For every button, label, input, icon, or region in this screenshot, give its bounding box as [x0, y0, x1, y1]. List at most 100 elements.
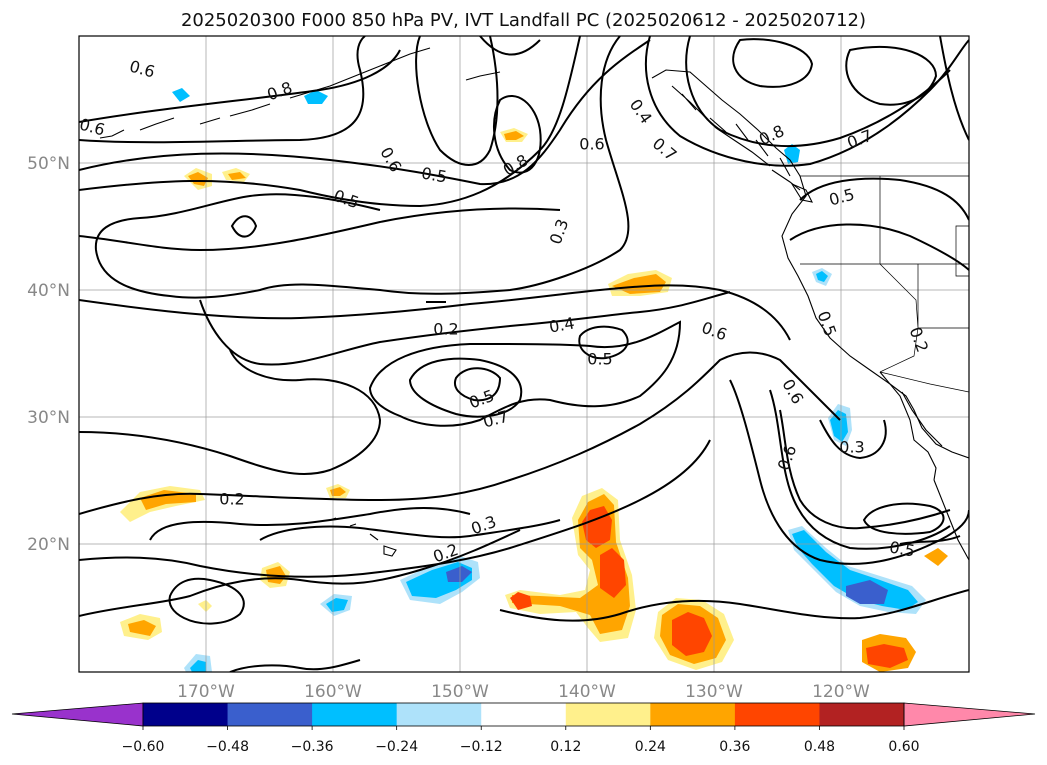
longitude-tick-label: 120°W	[812, 682, 870, 702]
mexico-coastline	[933, 479, 969, 561]
colorbar-tick-label: 0.24	[635, 739, 666, 755]
negative-anomaly-blob	[326, 598, 348, 612]
pv-contour	[408, 357, 523, 418]
contour-value-label: 0.2	[433, 320, 458, 339]
contour-value-label: 0.5	[587, 350, 612, 369]
pv-contour	[415, 36, 499, 166]
gulf-of-california-coastline	[901, 391, 943, 447]
pv-contour	[149, 507, 471, 541]
colorbar-segment	[565, 703, 651, 726]
positive-anomaly-blob	[188, 172, 208, 186]
longitude-tick-label: 130°W	[685, 682, 743, 702]
pv-contour	[899, 535, 961, 545]
latitude-tick-label: 40°N	[27, 281, 70, 301]
colorbar-tick-label: −0.12	[460, 739, 503, 755]
pv-contour	[499, 589, 969, 622]
colorbar-segment	[143, 703, 229, 726]
positive-anomaly-blob	[128, 620, 156, 636]
colorbar-tick-label: −0.24	[375, 739, 418, 755]
positive-anomaly-blob	[330, 487, 346, 496]
pv-contour	[845, 45, 938, 106]
positive-anomaly-blob	[228, 172, 246, 180]
negative-anomaly-blob	[304, 90, 328, 104]
positive-anomaly-blob	[600, 548, 626, 598]
pv-contour	[685, 36, 951, 148]
pv-contour	[79, 529, 521, 617]
contour-value-label: 0.5	[420, 163, 448, 186]
political-borders	[800, 175, 969, 393]
pv-contour	[230, 215, 258, 238]
pv-contour	[229, 659, 361, 672]
pv-contour	[479, 36, 541, 56]
pv-contour	[94, 36, 630, 299]
contour-value-label: 0.3	[839, 438, 864, 457]
pv-contour	[779, 409, 951, 530]
pv-contour	[939, 36, 969, 141]
positive-anomaly-blob	[612, 274, 666, 294]
colorbar-segment	[734, 703, 820, 726]
baja-peninsula-coastline	[879, 371, 937, 481]
north-america-coastline	[651, 69, 969, 459]
pv-contour	[862, 502, 945, 535]
colorbar-tick-label: 0.48	[804, 739, 835, 755]
positive-anomaly-blob	[672, 612, 712, 656]
pv-contour	[578, 325, 629, 360]
colorbar-segment	[819, 703, 905, 726]
pv-contour	[729, 379, 969, 565]
pv-contour	[199, 291, 731, 366]
map-title: 2025020300 F000 850 hPa PV, IVT Landfall…	[180, 10, 867, 31]
pv-contour	[79, 284, 791, 341]
latitude-tick-label: 20°N	[27, 535, 70, 555]
negative-anomaly-blob	[830, 410, 848, 442]
colorbar-extend-low	[11, 702, 144, 727]
colorbar-segment	[481, 703, 567, 726]
contour-value-label: 0.6	[579, 135, 604, 154]
colorbar-segment	[396, 703, 482, 726]
pv-contour	[789, 177, 969, 271]
pv-contour	[454, 367, 502, 402]
negative-anomaly-blob	[846, 580, 888, 604]
longitude-tick-label: 140°W	[558, 682, 616, 702]
pv-contour	[79, 207, 561, 252]
contour-value-label: 0.2	[219, 490, 244, 509]
pv-contour	[79, 439, 711, 578]
positive-anomaly-blob	[510, 592, 532, 610]
pv-contour	[368, 320, 682, 427]
positive-anomaly-blob	[504, 131, 524, 140]
positive-anomaly-blob	[198, 600, 212, 612]
colorbar-extend-high	[903, 702, 1036, 727]
pv-contour	[168, 577, 245, 625]
negative-anomaly-blob	[172, 88, 190, 102]
map-frame	[78, 35, 970, 673]
vancouver-island	[790, 182, 813, 203]
latitude-tick-label: 50°N	[27, 154, 70, 174]
pv-contour	[79, 351, 841, 515]
pv-contours	[79, 36, 969, 672]
colorbar-segment	[227, 703, 313, 726]
contour-value-label: 0.5	[888, 537, 916, 560]
colorbar-tick-label: −0.36	[291, 739, 334, 755]
longitude-tick-label: 170°W	[177, 682, 235, 702]
contour-value-label: 0.4	[548, 313, 576, 336]
pv-contour	[819, 419, 887, 460]
pv-contour	[79, 349, 382, 476]
positive-anomaly-blob	[924, 548, 948, 566]
longitude-tick-label: 150°W	[431, 682, 489, 702]
aleutian-islands	[99, 47, 501, 139]
pv-contour	[79, 39, 651, 186]
colorbar-tick-label: 0.36	[719, 739, 750, 755]
colorbar-tick-label: 0.12	[550, 739, 581, 755]
pv-contour	[493, 94, 542, 174]
longitude-tick-label: 160°W	[304, 682, 362, 702]
negative-anomaly-blob	[446, 566, 472, 582]
colorbar-tick-label: −0.60	[122, 739, 165, 755]
pv-contour	[259, 519, 561, 541]
pv-contour	[79, 36, 581, 208]
colorbar-segment	[650, 703, 736, 726]
colorbar-tick-label: 0.60	[888, 739, 919, 755]
state-borders	[800, 176, 969, 393]
negative-anomaly-blob	[190, 660, 206, 672]
colorbar: −0.60 −0.48 −0.36 −0.24 −0.12 0.12 0.24 0.36 0.4…	[11, 702, 1036, 755]
colorbar-tick-label: −0.48	[206, 739, 249, 755]
